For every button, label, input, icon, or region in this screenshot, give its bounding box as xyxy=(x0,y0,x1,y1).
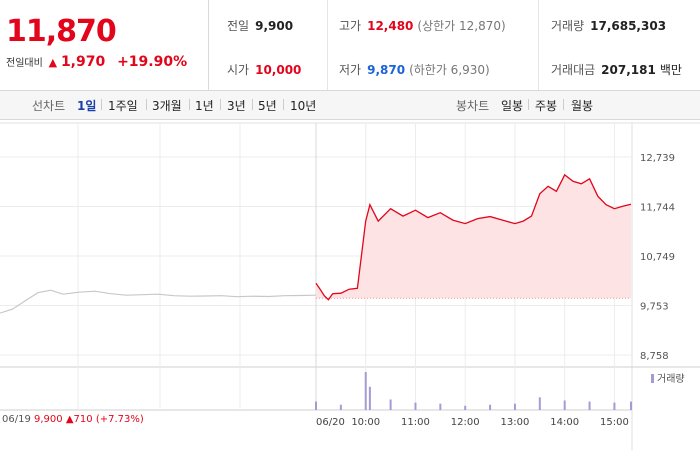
up-triangle-icon: ▲ xyxy=(65,414,74,425)
candle-monthly[interactable]: 월봉 xyxy=(571,99,594,113)
y-tick-label: 9,753 xyxy=(640,302,669,313)
quote-header: 11,870 전일대비 ▲ 1,970 +19.90% 전일 9,900 시가 10… xyxy=(0,0,700,91)
current-price: 11,870 xyxy=(6,14,117,49)
volume-bar xyxy=(464,405,467,410)
period-1d[interactable]: 1일 xyxy=(77,99,97,113)
line-chart-label: 선차트 xyxy=(32,99,66,113)
separator xyxy=(220,99,221,110)
volume-bar xyxy=(489,404,492,410)
stats-col-2: 고가 12,480 (상한가 12,870) 저가 9,870 (하한가 6,930) xyxy=(327,0,539,90)
separator xyxy=(252,99,253,110)
stats-col-3: 거래량 17,685,303 거래대금 207,181 백만 xyxy=(538,0,700,90)
stat-value: 17,685,303 xyxy=(590,19,667,33)
x-tick-label: 14:00 xyxy=(550,417,579,428)
volume-bar xyxy=(315,401,317,410)
volume-bar xyxy=(613,402,616,410)
volume-bar xyxy=(389,399,392,410)
stat-value: 9,870 xyxy=(367,63,406,77)
stat-value: 10,000 xyxy=(255,63,302,77)
change-value: 1,970 xyxy=(60,54,106,70)
stat-label: 시가 xyxy=(227,63,250,77)
stat-label: 전일 xyxy=(227,19,250,33)
volume-bar xyxy=(439,403,442,410)
y-tick-label: 10,749 xyxy=(640,252,675,263)
series-line-prev-day xyxy=(0,289,317,314)
x-tick-label: 13:00 xyxy=(501,417,530,428)
stat-value: 9,900 xyxy=(255,19,294,33)
volume-legend: 거래량 xyxy=(651,370,685,385)
change-label: 전일대비 xyxy=(6,58,43,69)
stat-sub: (상한가 12,870) xyxy=(417,19,506,33)
candle-weekly[interactable]: 주봉 xyxy=(535,99,558,113)
x-tick-label: 11:00 xyxy=(401,417,430,428)
stat-open: 시가 10,000 xyxy=(227,61,301,78)
stat-prev-close: 전일 9,900 xyxy=(227,17,293,34)
x-tick-label: 15:00 xyxy=(600,417,629,428)
stats-col-1: 전일 9,900 시가 10,000 xyxy=(209,0,328,90)
change-percent: +19.90% xyxy=(117,54,188,70)
volume-bar xyxy=(513,403,516,410)
stat-label: 고가 xyxy=(339,19,362,33)
volume-bar xyxy=(414,402,417,410)
volume-bar xyxy=(368,386,371,410)
x-tick-label: 06/20 xyxy=(316,417,345,428)
stat-label: 거래대금 xyxy=(551,63,596,77)
change-row: 전일대비 ▲ 1,970 +19.90% xyxy=(6,54,187,70)
candle-daily[interactable]: 일봉 xyxy=(501,99,524,113)
stat-label: 거래량 xyxy=(551,19,585,33)
stat-sub: (하한가 6,930) xyxy=(409,63,490,77)
x-tick-label: 10:00 xyxy=(351,417,380,428)
y-tick-label: 11,744 xyxy=(640,203,675,214)
period-bar: 선차트 1일 1주일 3개월 1년 3년 5년 10년 봉차트 일봉 주봉 월봉 xyxy=(0,91,700,120)
volume-bar xyxy=(588,401,591,410)
period-10y[interactable]: 10년 xyxy=(290,99,317,113)
period-5y[interactable]: 5년 xyxy=(258,99,277,113)
series-area-today xyxy=(316,174,631,300)
period-3y[interactable]: 3년 xyxy=(227,99,246,113)
prev-change: 710 xyxy=(73,414,93,425)
candle-chart-label: 봉차트 xyxy=(456,99,490,113)
period-1y[interactable]: 1년 xyxy=(195,99,214,113)
y-tick-label: 8,758 xyxy=(640,351,669,362)
prev-day-info: 06/19 9,900 ▲710 (+7.73%) xyxy=(2,414,144,425)
volume-bar xyxy=(339,404,342,410)
volume-swatch xyxy=(651,374,654,383)
price-box: 11,870 전일대비 ▲ 1,970 +19.90% xyxy=(0,0,209,90)
separator xyxy=(528,99,529,110)
stat-high: 고가 12,480 (상한가 12,870) xyxy=(339,17,506,34)
up-triangle-icon: ▲ xyxy=(48,56,58,69)
x-tick-label: 12:00 xyxy=(451,417,480,428)
stat-volume: 거래량 17,685,303 xyxy=(551,17,666,34)
volume-legend-label: 거래량 xyxy=(657,374,685,385)
period-3m[interactable]: 3개월 xyxy=(152,99,182,113)
stat-value: 207,181 xyxy=(601,63,656,77)
y-tick-label: 12,739 xyxy=(640,153,675,164)
separator xyxy=(101,99,102,110)
stats-panel: 전일 9,900 시가 10,000 고가 12,480 (상한가 12,870) 저가… xyxy=(209,0,700,90)
stat-unit: 백만 xyxy=(659,63,682,77)
separator xyxy=(189,99,190,110)
period-1w[interactable]: 1주일 xyxy=(108,99,138,113)
series-line-today xyxy=(315,173,632,301)
price-chart: 12,739 11,744 10,749 9,753 8,758 06/20 10:00 11… xyxy=(0,122,700,450)
stat-label: 저가 xyxy=(339,63,362,77)
prev-date: 06/19 xyxy=(2,414,31,425)
volume-bar xyxy=(538,397,541,410)
volume-bar xyxy=(563,400,566,410)
separator xyxy=(146,99,147,110)
separator xyxy=(563,99,564,110)
separator xyxy=(283,99,284,110)
prev-price: 9,900 xyxy=(34,414,63,425)
volume-bar xyxy=(630,401,632,410)
stat-amount: 거래대금 207,181 백만 xyxy=(551,61,682,78)
volume-bar xyxy=(364,372,367,410)
stat-value: 12,480 xyxy=(367,19,414,33)
stat-low: 저가 9,870 (하한가 6,930) xyxy=(339,61,490,78)
prev-pct: (+7.73%) xyxy=(95,414,144,425)
